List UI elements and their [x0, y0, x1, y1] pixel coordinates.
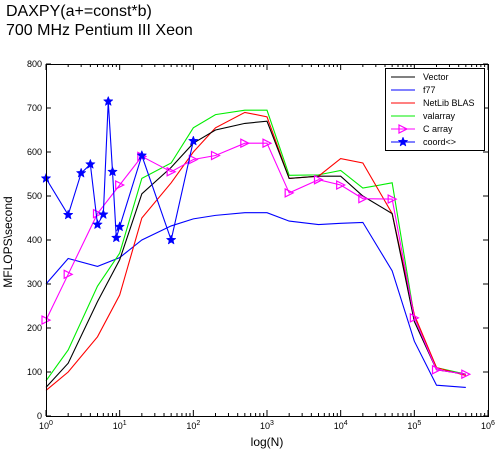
x-tick-label: 105: [407, 420, 421, 431]
y-tick-label: 800: [27, 59, 42, 69]
series-c-array: [41, 138, 472, 380]
chart-title-block: DAXPY(a+=const*b) 700 MHz Pentium III Xe…: [6, 2, 193, 40]
data-point-c-array: [358, 193, 369, 204]
data-point-c-array: [461, 369, 472, 380]
series-valarray: [45, 109, 466, 382]
x-tick-label: 104: [334, 420, 348, 431]
series-line-valarray: [45, 109, 466, 382]
data-point-c-array: [409, 312, 420, 323]
data-point-c-array: [387, 194, 398, 205]
data-point-c-array: [431, 364, 442, 375]
data-point-c-array: [210, 150, 221, 161]
y-tick-label: 400: [27, 235, 42, 245]
data-point-c-array: [240, 138, 251, 149]
x-tick-label: 101: [113, 420, 127, 431]
data-point-c-array: [115, 180, 126, 190]
legend-label-f77: f77: [423, 85, 436, 95]
data-point-coord: [102, 95, 114, 106]
data-point-coord: [84, 158, 96, 169]
x-tick-label: 106: [481, 420, 495, 431]
y-tick-label: 100: [27, 367, 42, 377]
chart-title: DAXPY(a+=const*b): [6, 3, 152, 20]
series-line-vector: [45, 120, 466, 388]
data-point-c-array: [166, 166, 177, 177]
x-tick-label: 102: [186, 420, 200, 431]
data-point-c-array: [63, 269, 74, 280]
data-point-coord: [62, 209, 74, 220]
y-tick-label: 600: [27, 147, 42, 157]
legend-marker-c-array: [398, 124, 409, 134]
series-coord: [40, 95, 199, 245]
legend-box: [385, 68, 485, 151]
series-line-coord: [45, 101, 194, 243]
series-line-c-array: [45, 142, 466, 375]
legend-label-netlib-blas: NetLib BLAS: [423, 98, 475, 108]
series-line-netlib-blas: [45, 111, 466, 391]
data-point-coord: [187, 135, 199, 146]
y-axis-label: MFLOPS\second: [1, 196, 15, 287]
data-point-coord: [114, 221, 126, 232]
data-point-coord: [107, 166, 118, 177]
legend-marker-coord: [397, 136, 409, 147]
data-point-c-array: [92, 208, 103, 219]
data-point-c-array: [336, 180, 347, 190]
chart-subtitle: 700 MHz Pentium III Xeon: [6, 22, 193, 39]
data-point-coord: [136, 149, 148, 161]
series-line-f77: [45, 212, 466, 388]
data-point-coord: [97, 208, 109, 220]
y-tick-label: 700: [27, 103, 42, 113]
series-layer: [40, 95, 472, 391]
legend: Vector f77 NetLib BLAS valarray C array coord…: [385, 68, 485, 151]
y-tick-label: 500: [27, 191, 42, 201]
legend-label-c-array: C array: [423, 124, 453, 134]
series-vector: [45, 120, 466, 388]
data-point-coord: [92, 218, 103, 230]
data-point-c-array: [284, 187, 295, 198]
data-point-c-array: [262, 138, 273, 149]
series-f77: [45, 212, 466, 388]
x-axis-label: log(N): [251, 435, 284, 449]
legend-label-valarray: valarray: [423, 111, 456, 121]
data-point-c-array: [313, 174, 324, 185]
legend-label-coord: coord<>: [423, 137, 456, 147]
legend-label-vector: Vector: [423, 72, 449, 82]
y-tick-label: 300: [27, 279, 42, 289]
x-tick-label: 103: [260, 420, 274, 431]
series-netlib-blas: [45, 111, 466, 391]
data-point-coord: [165, 234, 177, 245]
y-tick-label: 200: [27, 323, 42, 333]
y-tick-label: 0: [37, 411, 42, 421]
data-point-coord: [75, 167, 87, 178]
x-tick-label: 100: [39, 420, 53, 431]
data-point-coord: [110, 232, 122, 243]
